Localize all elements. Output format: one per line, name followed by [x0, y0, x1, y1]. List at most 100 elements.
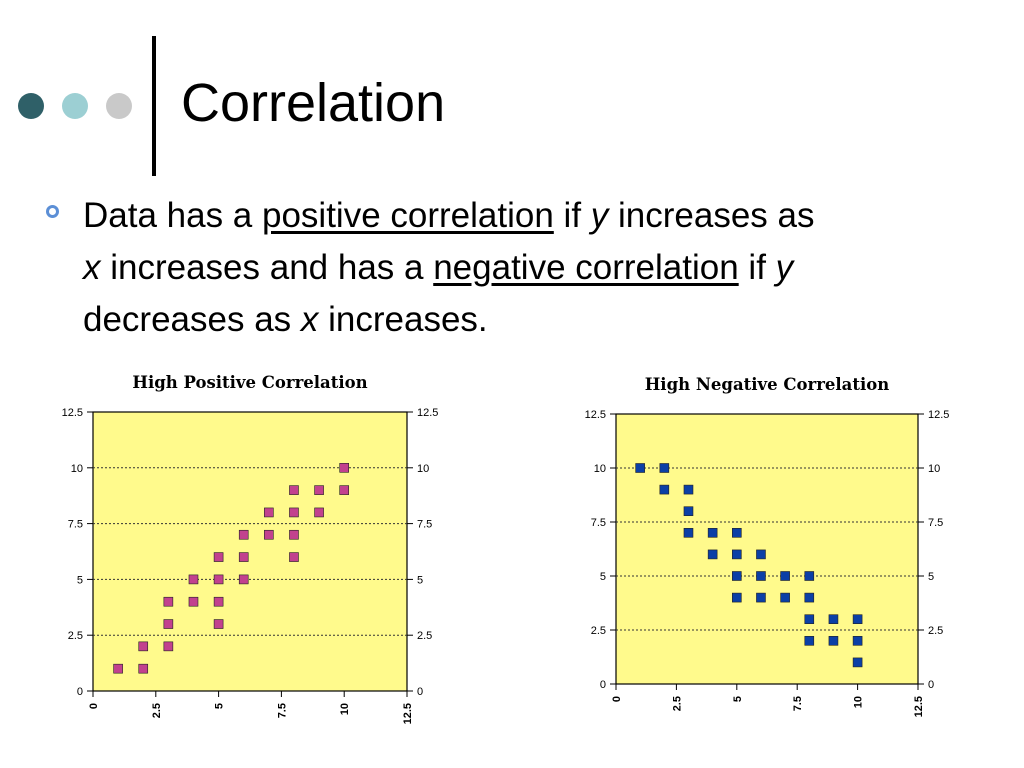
negative-data-point [852, 635, 863, 646]
negative-data-point [683, 484, 694, 495]
positive-x-tick-label: 10 [339, 703, 351, 715]
positive-data-point [238, 552, 249, 562]
negative-data-point [828, 614, 839, 624]
positive-correlation-term: positive correlation [262, 196, 554, 235]
negative-plot-area [615, 413, 919, 685]
negative-data-point [852, 614, 863, 624]
negative-data-point [732, 592, 742, 603]
negative-y-tick-label: 7.5 [591, 517, 606, 529]
negative-data-point [804, 571, 815, 581]
positive-data-point [188, 596, 199, 607]
negative-y-tick-label-right: 12.5 [928, 409, 949, 421]
title-divider [152, 36, 156, 176]
decorative-dots [18, 93, 138, 123]
negative-y-tick-label: 0 [600, 679, 606, 691]
positive-data-point [264, 507, 274, 518]
positive-y-tick-label-right: 5 [417, 574, 423, 586]
positive-data-point [213, 596, 224, 607]
positive-y-tick-label-right: 10 [417, 463, 429, 475]
positive-data-point [213, 552, 224, 562]
bullet-text: Data has a positive correlation if y inc… [83, 190, 993, 346]
positive-data-point [339, 485, 350, 495]
slide-title: Correlation [181, 73, 446, 133]
negative-y-tick-label: 12.5 [585, 409, 606, 421]
positive-y-tick-label: 2.5 [68, 630, 83, 642]
negative-y-tick-label-right: 7.5 [928, 517, 943, 529]
variable-y: y [590, 196, 609, 235]
positive-data-point [289, 485, 299, 495]
negative-y-tick-label: 5 [600, 571, 606, 583]
negative-data-point [707, 549, 718, 560]
negative-data-point [635, 463, 645, 473]
variable-x: x [83, 248, 101, 287]
positive-y-tick-label-right: 12.5 [417, 407, 438, 419]
negative-x-tick-label: 12.5 [913, 696, 925, 717]
positive-data-point [238, 574, 249, 585]
negative-x-tick-label: 5 [732, 696, 744, 702]
positive-x-tick-label: 5 [214, 703, 226, 709]
positive-x-tick-label: 0 [88, 703, 100, 709]
negative-data-point [756, 549, 766, 560]
negative-x-tick-label: 2.5 [671, 696, 683, 711]
positive-data-point [163, 641, 174, 652]
negative-y-tick-label: 2.5 [591, 625, 606, 637]
positive-chart-title: High Positive Correlation [132, 373, 367, 392]
positive-y-tick-label-right: 2.5 [417, 630, 432, 642]
positive-data-point [339, 463, 350, 473]
negative-correlation-term: negative correlation [433, 248, 739, 287]
positive-data-point [314, 485, 324, 495]
dark-teal-dot [18, 93, 44, 119]
positive-data-point [213, 619, 224, 629]
variable-y: y [775, 248, 794, 287]
negative-data-point [804, 635, 815, 646]
negative-data-point [732, 549, 742, 560]
bullet-text-part: if [738, 248, 776, 287]
negative-data-point [852, 657, 863, 668]
positive-data-point [188, 574, 199, 585]
positive-data-point [289, 529, 299, 540]
negative-data-point [659, 484, 670, 495]
negative-y-tick-label-right: 5 [928, 571, 934, 583]
positive-data-point [163, 596, 174, 607]
positive-y-tick-label: 0 [77, 686, 83, 698]
positive-data-point [289, 507, 299, 518]
negative-data-point [707, 528, 718, 538]
positive-data-point [264, 529, 274, 540]
negative-data-point [756, 592, 766, 603]
bullet-text-part: Data has a [83, 196, 262, 235]
positive-data-point [163, 619, 174, 629]
light-teal-dot [62, 93, 88, 119]
negative-y-tick-label-right: 10 [928, 463, 940, 475]
negative-chart-title: High Negative Correlation [645, 375, 890, 394]
variable-x: x [300, 300, 319, 339]
positive-y-tick-label-right: 7.5 [417, 519, 432, 531]
negative-data-point [756, 571, 766, 581]
positive-y-tick-label: 7.5 [68, 519, 83, 531]
positive-data-point [213, 574, 224, 585]
negative-data-point [780, 571, 790, 581]
positive-x-tick-label: 2.5 [151, 703, 163, 718]
negative-data-point [683, 528, 694, 538]
positive-data-point [289, 552, 299, 562]
negative-data-point [828, 635, 839, 646]
positive-data-point [138, 663, 149, 674]
negative-y-tick-label-right: 2.5 [928, 625, 943, 637]
negative-y-tick-label-right: 0 [928, 679, 934, 691]
positive-data-point [113, 663, 123, 674]
negative-x-tick-label: 0 [611, 696, 623, 702]
positive-x-tick-label: 12.5 [402, 703, 414, 724]
negative-y-tick-label: 10 [594, 463, 606, 475]
gray-dot [106, 93, 132, 119]
negative-data-point [659, 463, 670, 473]
negative-data-point [732, 528, 742, 538]
negative-x-tick-label: 10 [853, 696, 865, 708]
positive-y-tick-label-right: 0 [417, 686, 423, 698]
negative-data-point [732, 571, 742, 581]
positive-data-point [314, 507, 324, 518]
negative-data-point [683, 506, 694, 516]
bullet-text-part: increases as [608, 196, 815, 235]
negative-data-point [804, 592, 815, 603]
negative-data-point [804, 614, 815, 624]
